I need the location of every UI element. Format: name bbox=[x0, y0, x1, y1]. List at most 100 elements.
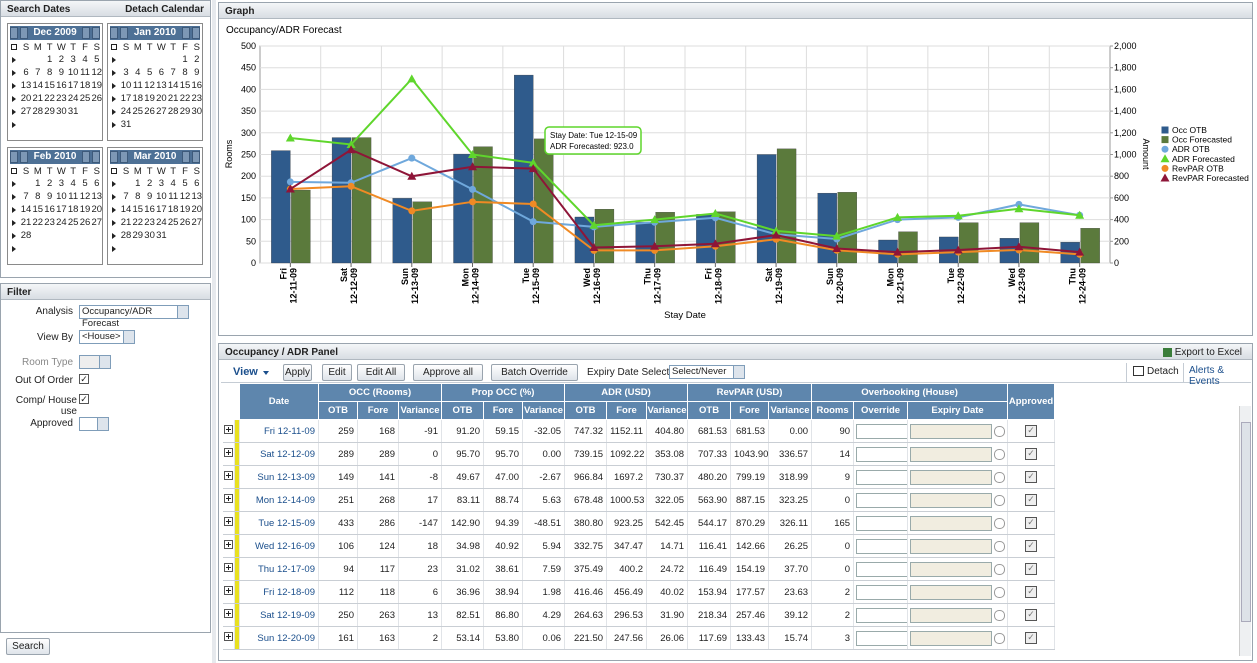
calendar-day[interactable]: 18 bbox=[79, 80, 91, 91]
calendar-day[interactable]: 2 bbox=[194, 54, 200, 65]
calendar-day[interactable]: 29 bbox=[44, 106, 55, 117]
override-input[interactable] bbox=[856, 492, 907, 508]
nav-button[interactable] bbox=[120, 27, 128, 39]
calendar-day[interactable]: 4 bbox=[135, 67, 141, 78]
calendar-day[interactable]: 12 bbox=[91, 67, 103, 78]
calendar-day[interactable]: 23 bbox=[191, 93, 203, 104]
expand-icon[interactable] bbox=[223, 632, 233, 641]
expiry-input[interactable] bbox=[910, 561, 993, 577]
override-input[interactable] bbox=[856, 446, 907, 462]
calendar-day[interactable]: 25 bbox=[167, 217, 179, 228]
calendar-day[interactable]: 28 bbox=[20, 230, 32, 241]
calendar-day[interactable]: 16 bbox=[44, 204, 55, 215]
calendar-day[interactable]: 19 bbox=[91, 80, 103, 91]
calendar-day[interactable]: 16 bbox=[191, 80, 203, 91]
calendar-day[interactable]: 11 bbox=[68, 191, 79, 202]
calendar-day[interactable]: 2 bbox=[146, 178, 153, 189]
nav-button[interactable] bbox=[82, 151, 90, 163]
expiry-input[interactable] bbox=[910, 515, 993, 531]
override-input[interactable] bbox=[856, 423, 907, 439]
week-arrow[interactable] bbox=[12, 83, 16, 89]
calendar-day[interactable]: 23 bbox=[44, 217, 55, 228]
calendar-day[interactable]: 25 bbox=[132, 106, 144, 117]
calendar-day[interactable]: 25 bbox=[79, 93, 91, 104]
calendar-day[interactable]: 7 bbox=[170, 67, 176, 78]
week-arrow[interactable] bbox=[12, 181, 16, 187]
calendar-day[interactable]: 18 bbox=[67, 204, 79, 215]
calendar-day[interactable]: 29 bbox=[132, 230, 144, 241]
alerts-link[interactable]: Alerts & Events bbox=[1189, 365, 1225, 387]
calendar-day[interactable]: 23 bbox=[56, 93, 67, 104]
week-arrow[interactable] bbox=[112, 207, 116, 213]
calendar-day[interactable]: 9 bbox=[146, 191, 153, 202]
calendar-day[interactable]: 26 bbox=[144, 106, 155, 117]
week-arrow[interactable] bbox=[12, 233, 16, 239]
week-arrow[interactable] bbox=[112, 122, 116, 128]
calendar-day[interactable]: 7 bbox=[123, 191, 129, 202]
approved-checkbox[interactable]: ✓ bbox=[1025, 632, 1038, 644]
calendar-day[interactable]: 17 bbox=[56, 204, 67, 215]
calendar-day[interactable]: 6 bbox=[23, 67, 29, 78]
calendar-day[interactable]: 4 bbox=[170, 178, 176, 189]
calendar-day[interactable]: 6 bbox=[158, 67, 165, 78]
calendar-day[interactable]: 13 bbox=[20, 80, 32, 91]
calendar-day[interactable]: 28 bbox=[120, 230, 132, 241]
calendar-icon[interactable] bbox=[994, 609, 1006, 621]
nav-button[interactable] bbox=[82, 27, 90, 39]
export-excel[interactable]: Export to Excel bbox=[1162, 347, 1242, 358]
calendar-day[interactable]: 4 bbox=[82, 54, 88, 65]
detach-button[interactable]: Detach bbox=[1133, 366, 1179, 377]
override-input[interactable] bbox=[856, 584, 907, 600]
calendar-day[interactable]: 19 bbox=[79, 204, 91, 215]
expiry-input[interactable] bbox=[910, 492, 993, 508]
calendar-day[interactable]: 27 bbox=[191, 217, 203, 228]
view-menu[interactable]: View bbox=[233, 366, 269, 378]
calendar-day[interactable]: 1 bbox=[46, 54, 53, 65]
calendar-day[interactable]: 14 bbox=[32, 80, 44, 91]
calendar-day[interactable]: 3 bbox=[70, 54, 76, 65]
nav-button[interactable] bbox=[192, 27, 200, 39]
calendar-day[interactable]: 17 bbox=[156, 204, 167, 215]
calendar-day[interactable]: 12 bbox=[144, 80, 155, 91]
calendar-day[interactable]: 30 bbox=[144, 230, 155, 241]
calendar-day[interactable]: 8 bbox=[182, 67, 188, 78]
expand-icon[interactable] bbox=[223, 517, 233, 526]
calendar-day[interactable]: 15 bbox=[179, 80, 191, 91]
calendar-day[interactable]: 3 bbox=[158, 178, 165, 189]
week-arrow[interactable] bbox=[12, 57, 16, 63]
calendar-day[interactable]: 6 bbox=[194, 178, 200, 189]
approved-checkbox[interactable]: ✓ bbox=[1025, 448, 1038, 460]
calendar-day[interactable]: 29 bbox=[179, 106, 191, 117]
expand-icon[interactable] bbox=[223, 609, 233, 618]
calendar-day[interactable]: 12 bbox=[79, 191, 91, 202]
date-link[interactable]: Wed 12-16-09 bbox=[239, 534, 319, 558]
toolbar-button[interactable]: Edit All bbox=[357, 364, 405, 381]
calendar-day[interactable]: 24 bbox=[56, 217, 67, 228]
nav-button[interactable] bbox=[120, 151, 128, 163]
search-button[interactable]: Search bbox=[6, 638, 50, 655]
week-arrow[interactable] bbox=[112, 233, 116, 239]
calendar-day[interactable]: 22 bbox=[132, 217, 144, 228]
week-arrow[interactable] bbox=[112, 194, 116, 200]
nav-button[interactable] bbox=[192, 151, 200, 163]
week-arrow[interactable] bbox=[112, 96, 116, 102]
expand-icon[interactable] bbox=[223, 425, 233, 434]
nav-button[interactable] bbox=[182, 151, 190, 163]
calendar-day[interactable]: 15 bbox=[132, 204, 144, 215]
nav-button[interactable] bbox=[10, 27, 18, 39]
override-input[interactable] bbox=[856, 515, 907, 531]
calendar-day[interactable]: 11 bbox=[132, 80, 143, 91]
nav-button[interactable] bbox=[92, 27, 100, 39]
date-link[interactable]: Sat 12-12-09 bbox=[239, 442, 319, 466]
calendar-day[interactable]: 21 bbox=[20, 217, 32, 228]
calendar-day[interactable]: 30 bbox=[56, 106, 67, 117]
approved-checkbox[interactable]: ✓ bbox=[1025, 609, 1038, 621]
scrollbar[interactable] bbox=[1239, 406, 1251, 656]
view-by-select[interactable]: <House> bbox=[79, 330, 135, 344]
calendar-day[interactable]: 8 bbox=[46, 67, 53, 78]
nav-button[interactable] bbox=[110, 27, 118, 39]
calendar-day[interactable]: 4 bbox=[70, 178, 76, 189]
calendar-day[interactable]: 5 bbox=[82, 178, 88, 189]
calendar-icon[interactable] bbox=[994, 471, 1006, 483]
calendar-day[interactable]: 31 bbox=[120, 119, 132, 130]
